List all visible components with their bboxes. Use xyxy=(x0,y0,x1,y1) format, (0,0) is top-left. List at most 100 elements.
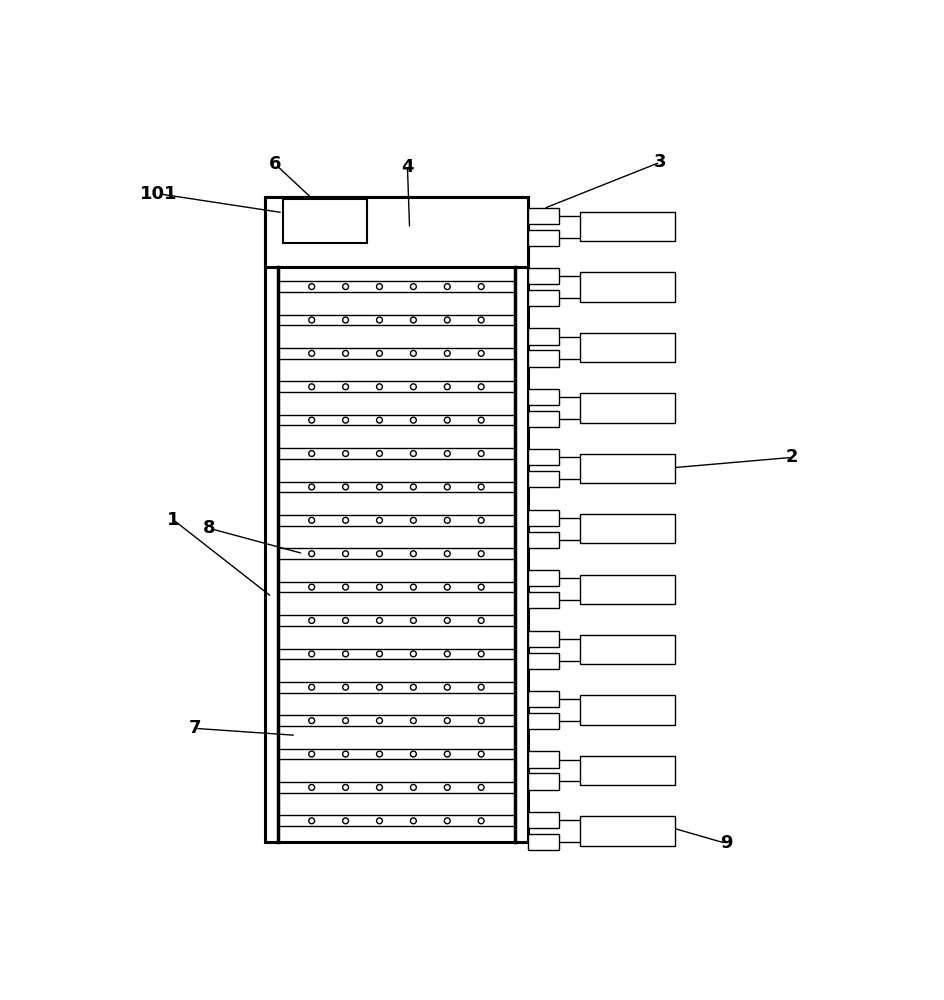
Circle shape xyxy=(309,384,314,390)
Circle shape xyxy=(343,751,348,757)
Circle shape xyxy=(376,317,382,323)
Circle shape xyxy=(478,751,483,757)
Bar xyxy=(528,471,559,487)
Circle shape xyxy=(444,618,449,623)
Bar xyxy=(528,389,559,405)
Circle shape xyxy=(410,818,416,824)
Circle shape xyxy=(343,784,348,790)
Circle shape xyxy=(410,618,416,623)
Bar xyxy=(282,199,366,243)
Circle shape xyxy=(410,384,416,390)
Circle shape xyxy=(343,684,348,690)
Circle shape xyxy=(478,651,483,657)
Circle shape xyxy=(309,317,314,323)
Circle shape xyxy=(410,584,416,590)
Bar xyxy=(528,208,559,224)
Circle shape xyxy=(478,317,483,323)
Bar xyxy=(528,713,559,729)
Circle shape xyxy=(376,284,382,290)
Circle shape xyxy=(343,651,348,657)
Circle shape xyxy=(376,751,382,757)
Bar xyxy=(579,333,674,362)
Circle shape xyxy=(478,818,483,824)
Bar xyxy=(579,575,674,604)
Circle shape xyxy=(444,818,449,824)
Circle shape xyxy=(309,551,314,557)
Circle shape xyxy=(376,451,382,456)
Circle shape xyxy=(343,484,348,490)
Circle shape xyxy=(309,517,314,523)
Circle shape xyxy=(478,484,483,490)
Circle shape xyxy=(343,618,348,623)
Circle shape xyxy=(309,684,314,690)
Circle shape xyxy=(478,584,483,590)
Text: 101: 101 xyxy=(140,185,177,203)
Circle shape xyxy=(478,350,483,356)
Circle shape xyxy=(444,284,449,290)
Circle shape xyxy=(444,651,449,657)
Circle shape xyxy=(444,784,449,790)
Text: 9: 9 xyxy=(719,834,732,852)
Circle shape xyxy=(309,350,314,356)
Bar xyxy=(579,393,674,423)
Bar xyxy=(528,290,559,306)
Bar xyxy=(528,230,559,246)
Bar xyxy=(579,816,674,846)
Circle shape xyxy=(478,417,483,423)
Bar xyxy=(264,197,528,267)
Bar xyxy=(528,751,559,768)
Circle shape xyxy=(410,784,416,790)
Circle shape xyxy=(478,384,483,390)
Bar xyxy=(579,514,674,543)
Circle shape xyxy=(309,618,314,623)
Circle shape xyxy=(444,317,449,323)
Circle shape xyxy=(444,751,449,757)
Bar xyxy=(528,449,559,465)
Circle shape xyxy=(444,684,449,690)
Circle shape xyxy=(343,818,348,824)
Circle shape xyxy=(410,684,416,690)
Bar xyxy=(579,212,674,241)
Text: 1: 1 xyxy=(167,511,179,529)
Circle shape xyxy=(376,551,382,557)
Text: 4: 4 xyxy=(401,158,413,176)
Circle shape xyxy=(309,484,314,490)
Circle shape xyxy=(343,384,348,390)
Bar xyxy=(528,592,559,608)
Circle shape xyxy=(444,350,449,356)
Circle shape xyxy=(410,350,416,356)
Circle shape xyxy=(376,684,382,690)
Circle shape xyxy=(309,751,314,757)
Bar xyxy=(528,773,559,790)
Bar xyxy=(579,756,674,785)
Bar xyxy=(579,454,674,483)
Bar xyxy=(528,411,559,427)
Circle shape xyxy=(309,284,314,290)
Circle shape xyxy=(376,384,382,390)
Circle shape xyxy=(343,718,348,724)
Circle shape xyxy=(376,718,382,724)
Circle shape xyxy=(478,551,483,557)
Circle shape xyxy=(309,651,314,657)
Circle shape xyxy=(343,584,348,590)
Bar xyxy=(528,631,559,647)
Circle shape xyxy=(309,417,314,423)
Circle shape xyxy=(478,784,483,790)
Circle shape xyxy=(444,417,449,423)
Circle shape xyxy=(478,451,483,456)
Circle shape xyxy=(343,551,348,557)
Circle shape xyxy=(410,484,416,490)
Bar xyxy=(528,532,559,548)
Circle shape xyxy=(444,584,449,590)
Circle shape xyxy=(410,451,416,456)
Bar xyxy=(528,328,559,345)
Bar xyxy=(528,268,559,284)
Text: 7: 7 xyxy=(189,719,201,737)
Circle shape xyxy=(444,551,449,557)
Circle shape xyxy=(444,451,449,456)
Circle shape xyxy=(376,784,382,790)
Circle shape xyxy=(309,784,314,790)
Circle shape xyxy=(376,818,382,824)
Circle shape xyxy=(444,718,449,724)
Bar xyxy=(528,653,559,669)
